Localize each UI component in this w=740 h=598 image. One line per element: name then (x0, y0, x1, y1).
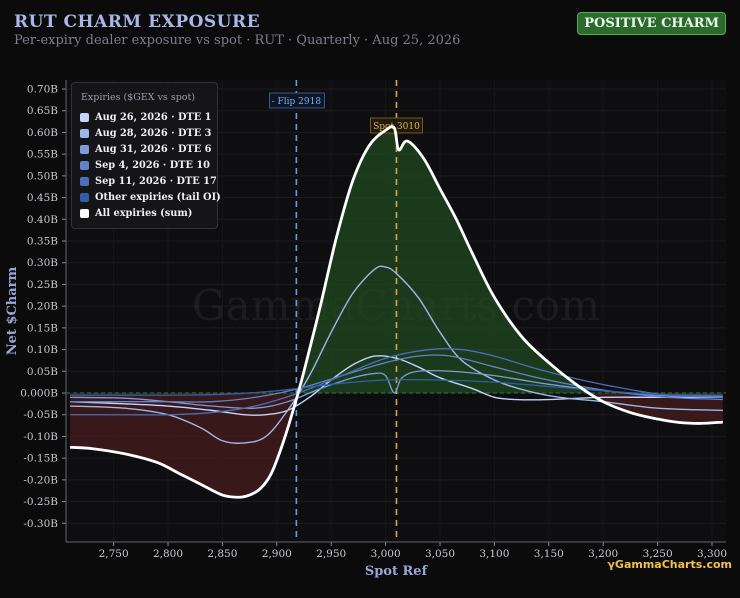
y-tick-label: 0.60B (27, 127, 58, 139)
legend-title: Expiries ($GEX vs spot) (81, 92, 196, 103)
legend-item: Aug 26, 2026 · DTE 1 (80, 109, 212, 125)
chart-title: RUT CHARM EXPOSURE (14, 12, 261, 32)
y-tick-label: 0.15B (27, 322, 58, 334)
brand-logo: γGammaCharts.com (607, 558, 732, 571)
y-tick-label: -0.25B (23, 496, 58, 508)
y-tick-label: -0.20B (23, 474, 58, 486)
x-tick-label: 3,050 (425, 548, 455, 560)
y-tick-label: 0.45B (27, 192, 58, 204)
legend-swatch (80, 128, 89, 138)
legend-swatch (80, 160, 89, 170)
x-tick-label: 2,800 (153, 548, 183, 560)
y-tick-label: 0.30B (27, 257, 58, 269)
y-tick-label: -0.15B (23, 453, 58, 465)
x-axis-label: Spot Ref (365, 564, 429, 579)
series-line-7 (69, 125, 723, 499)
x-tick-label: 3,150 (534, 548, 564, 560)
series-line-2 (70, 265, 723, 444)
series-line-5 (70, 347, 723, 416)
y-tick-label: 0.25B (27, 279, 58, 291)
legend-swatch (80, 176, 89, 186)
y-tick-label: -0.05B (23, 409, 58, 421)
y-tick-label: 0.55B (27, 149, 58, 161)
y-tick-label: -0.10B (23, 431, 58, 443)
legend-swatch (80, 192, 89, 202)
legend-label: Other expiries (tail OI) (95, 191, 221, 203)
y-tick-label: 0.20B (27, 301, 58, 313)
x-tick-label: 3,200 (588, 548, 618, 560)
series-line-4 (70, 354, 723, 403)
y-tick-label: 0.000B (20, 388, 58, 400)
y-tick-label: 0.05B (27, 366, 58, 378)
x-tick-label: 3,100 (479, 548, 509, 560)
legend-item: All expiries (sum) (80, 205, 209, 221)
brand-icon: γ (607, 558, 615, 571)
y-tick-label: 0.10B (27, 344, 58, 356)
status-badge: POSITIVE CHARM (577, 12, 726, 35)
y-tick-label: -0.30B (23, 518, 58, 530)
legend-item: Sep 11, 2026 · DTE 17 (80, 173, 217, 189)
chart-legend: Expiries ($GEX vs spot) Aug 26, 2026 · D… (71, 82, 221, 229)
y-axis-label: Net $Charm (5, 266, 20, 355)
legend-item: Sep 4, 2026 · DTE 10 (80, 157, 211, 173)
series-line-3 (70, 369, 723, 410)
legend-label: Sep 4, 2026 · DTE 10 (95, 159, 211, 171)
legend-swatch (80, 208, 89, 218)
x-tick-label: 3,300 (697, 548, 727, 560)
x-tick-label: 2,950 (316, 548, 346, 560)
brand-text: GammaCharts.com (614, 558, 732, 571)
x-tick-label: 3,000 (371, 548, 401, 560)
y-tick-label: 0.50B (27, 170, 58, 182)
legend-item: Aug 31, 2026 · DTE 6 (80, 141, 212, 157)
legend-label: Aug 26, 2026 · DTE 1 (95, 111, 212, 123)
legend-swatch (80, 112, 89, 122)
x-tick-label: 2,750 (99, 548, 129, 560)
y-tick-label: 0.40B (27, 214, 58, 226)
y-tick-label: 0.35B (27, 236, 58, 248)
series-lines (69, 125, 723, 499)
negative-area (70, 393, 723, 498)
chart-subtitle: Per-expiry dealer exposure vs spot · RUT… (14, 33, 461, 48)
spot-label: Spot 3010 (373, 122, 420, 132)
y-tick-label: 0.65B (27, 105, 58, 117)
legend-label: All expiries (sum) (95, 207, 193, 219)
legend-label: Aug 28, 2026 · DTE 3 (95, 127, 212, 139)
x-tick-label: 2,850 (207, 548, 237, 560)
flip-label: - Flip 2918 (272, 97, 322, 107)
series-line-6 (70, 378, 723, 396)
flip-label-box (268, 92, 325, 109)
x-tick-label: 3,250 (643, 548, 673, 560)
legend-label: Aug 31, 2026 · DTE 6 (95, 143, 212, 155)
legend-swatch (80, 144, 89, 154)
legend-item: Other expiries (tail OI) (80, 189, 221, 205)
legend-item: Aug 28, 2026 · DTE 3 (80, 125, 212, 141)
legend-label: Sep 11, 2026 · DTE 17 (95, 175, 217, 187)
x-tick-label: 2,900 (262, 548, 292, 560)
y-tick-label: 0.70B (27, 84, 58, 96)
